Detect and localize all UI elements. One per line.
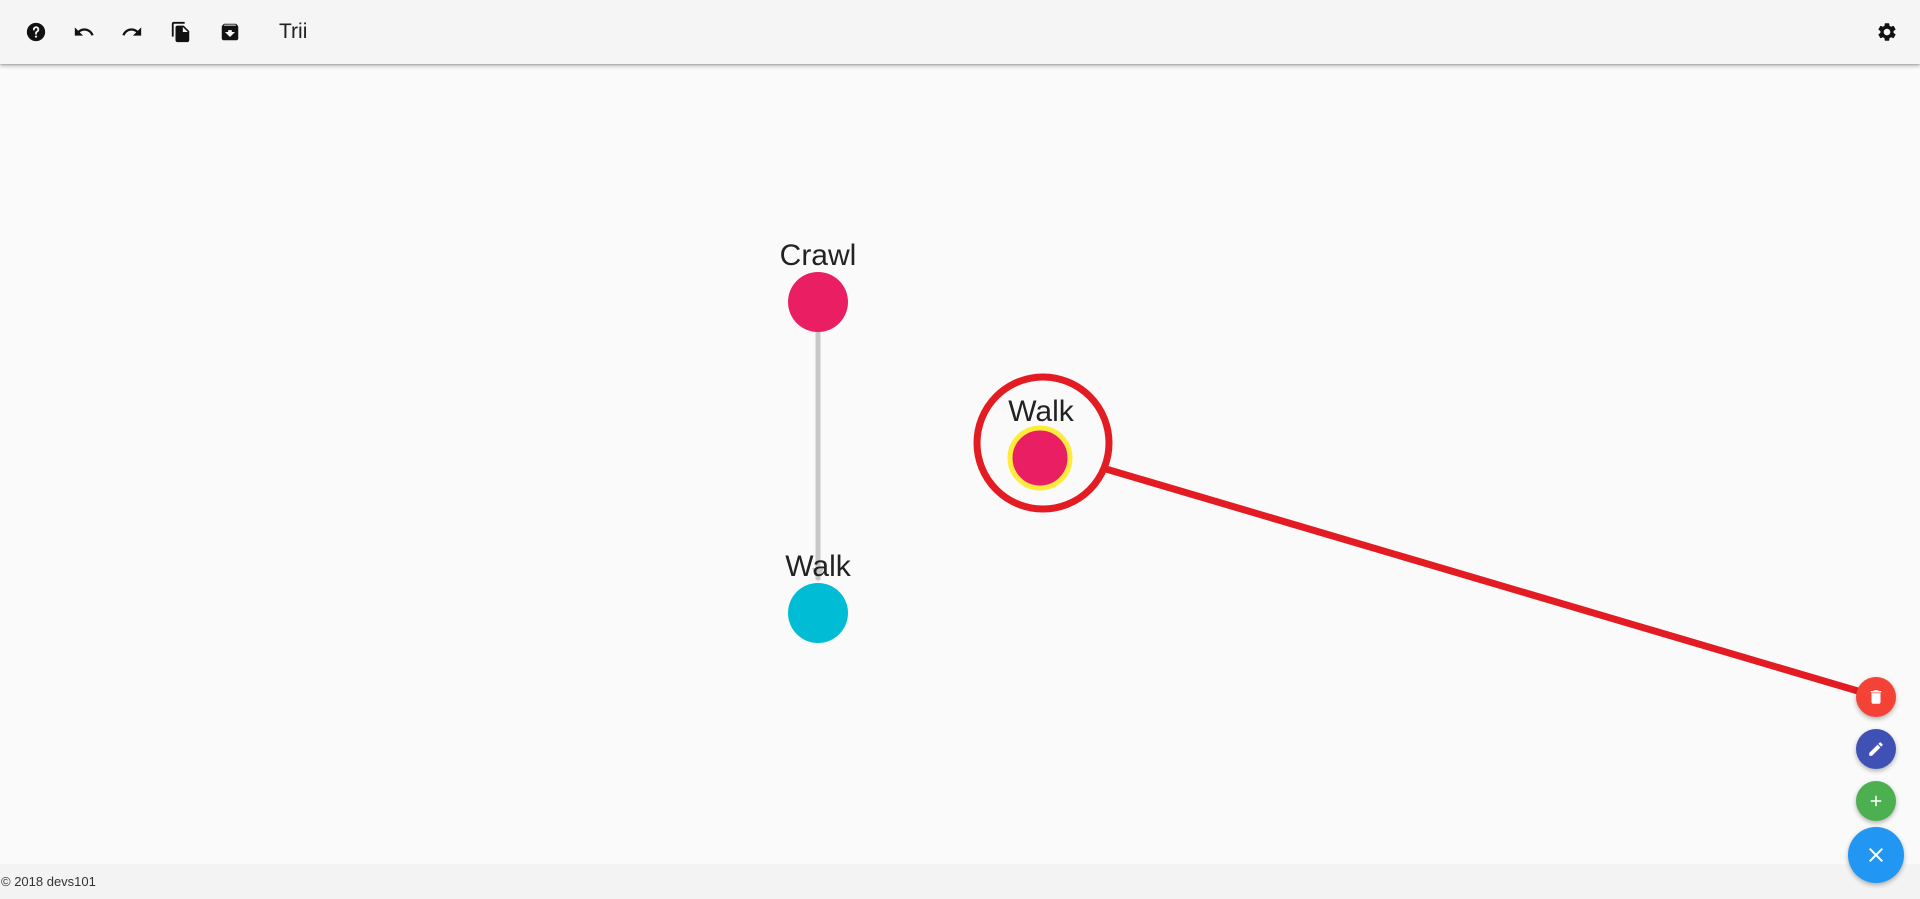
trash-icon [1867, 688, 1885, 706]
undo-icon [73, 21, 95, 43]
copy-icon [170, 21, 192, 43]
node-walk-selected[interactable] [1010, 428, 1070, 488]
close-menu-button[interactable] [1848, 827, 1904, 883]
app-title: Trii [279, 19, 307, 45]
edit-node-button[interactable] [1856, 729, 1896, 769]
pencil-icon [1867, 740, 1885, 758]
gear-icon [1876, 21, 1898, 43]
plus-icon [1867, 792, 1885, 810]
copy-button[interactable] [161, 12, 201, 52]
add-node-button[interactable] [1856, 781, 1896, 821]
node-label-crawl: Crawl [780, 239, 857, 272]
settings-button[interactable] [1867, 12, 1907, 52]
annotation-pointer-line [1106, 469, 1868, 694]
delete-node-button[interactable] [1856, 677, 1896, 717]
footer: © 2018 devs101 [0, 864, 1920, 899]
close-icon [1864, 843, 1888, 867]
copyright-text: © 2018 devs101 [1, 874, 96, 889]
node-crawl[interactable] [788, 272, 848, 332]
help-button[interactable] [16, 12, 56, 52]
redo-button[interactable] [112, 12, 152, 52]
node-label-walk-selected: Walk [1008, 395, 1075, 428]
archive-button[interactable] [210, 12, 250, 52]
archive-icon [219, 21, 241, 43]
help-icon [25, 21, 47, 43]
app-toolbar: Trii [0, 0, 1920, 64]
node-walk-child[interactable] [788, 583, 848, 643]
node-label-walk-child: Walk [785, 550, 852, 583]
redo-icon [121, 21, 143, 43]
undo-button[interactable] [64, 12, 104, 52]
